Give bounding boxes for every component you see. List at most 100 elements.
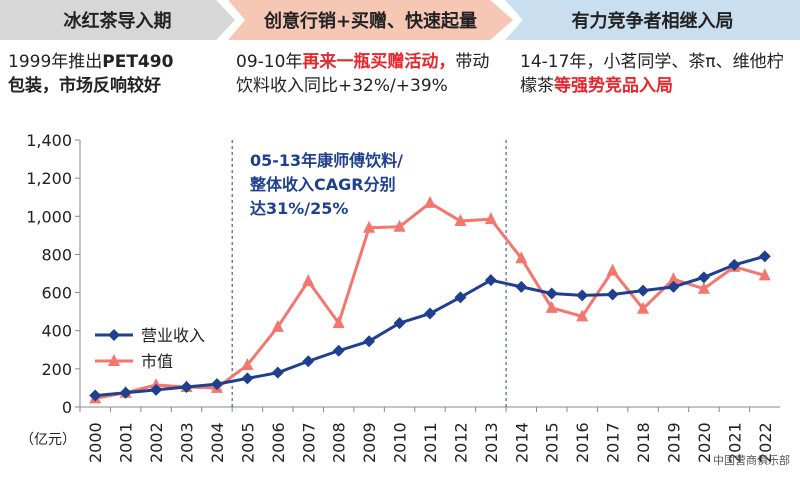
market-cap-point [667,272,680,285]
revenue-point [89,389,102,402]
annotation-line-1: 05-13年康师傅饮料/ [250,151,403,170]
unit-label: （亿元） [20,432,76,448]
revenue-point [119,386,132,399]
x-tick-label: 2015 [543,422,562,463]
market-cap-point [241,358,254,371]
phase-3-desc-b: 等强势竞品入局 [554,76,673,96]
market-cap-point [332,316,345,329]
y-tick-label: 1,400 [26,131,72,150]
phase-3-title: 有力竞争者相继入局 [571,11,734,32]
x-tick-label: 2018 [634,422,653,463]
revenue-point [332,344,345,357]
market-cap-point [302,274,315,287]
market-cap-point [363,220,376,233]
revenue-point [576,289,589,302]
phase-1-banner: 冰红茶导入期 [0,0,235,40]
legend-market-cap-label: 市值 [141,352,173,371]
revenue-point [271,366,284,379]
phase-1-description: 1999年推出PET490 包装，市场反响较好 [8,50,223,98]
phase-1-title: 冰红茶导入期 [63,11,172,32]
market-cap-line [94,201,766,400]
revenue-point [667,280,680,293]
phase-2-desc-a: 09-10年 [236,52,303,72]
phase-2-banner: 创意行销+买赠、快速起量 [228,0,513,40]
x-tick-label: 2022 [756,422,775,463]
market-cap-point [758,268,771,281]
phase-1-desc-b: PET490 [102,52,174,72]
chart-axes: 0 200 400 600 800 1,000 1,200 1,400 2000 2001 2002… [26,131,780,463]
market-cap-point [271,319,284,332]
x-tick-label: 2011 [421,422,440,463]
revenue-point [363,335,376,348]
x-tick-label: 2009 [360,422,379,463]
x-tick-label: 2019 [664,422,683,463]
market-cap-point [424,195,436,208]
market-cap-point [545,300,558,313]
revenue-point [210,378,223,391]
x-tick-label: 2021 [725,422,744,463]
legend-revenue-marker [108,329,120,341]
phase-3-description: 14-17年，小茗同学、茶π、维他柠檬茶等强势竞品入局 [520,50,795,98]
market-cap-point [393,219,406,232]
revenue-point [424,307,436,320]
phase-3-desc-a: 14-17年，小茗同学、茶π、维他柠檬茶 [520,52,784,96]
phase-2-title: 创意行销+买赠、快速起量 [263,11,478,32]
y-tick-label: 0 [62,398,72,417]
legend-revenue-label: 营业收入 [141,326,205,345]
revenue-point [758,250,771,263]
x-tick-label: 2004 [208,422,227,463]
x-tick-label: 2012 [451,422,470,463]
x-tick-label: 2005 [238,422,257,463]
chart-series [89,195,771,404]
revenue-point [454,291,467,304]
x-tick-label: 2008 [330,422,349,463]
phase-2-description: 09-10年再来一瓶买赠活动，带动饮料收入同比+32%/+39% [236,50,506,98]
x-tick-label: 2006 [269,422,288,463]
phase-2-desc-b: 再来一瓶买赠活动， [302,52,456,72]
revenue-point [393,317,406,330]
y-tick-label: 400 [41,322,72,341]
y-tick-label: 600 [41,284,72,303]
revenue-point [180,380,193,393]
market-cap-point [454,214,467,227]
revenue-point [150,383,163,396]
revenue-point [697,271,710,284]
revenue-point [302,355,315,368]
x-tick-label: 2014 [512,422,531,463]
revenue-point [484,274,497,287]
x-tick-label: 2020 [695,422,714,463]
market-cap-point [637,301,650,314]
market-cap-point [606,263,619,276]
watermark: 中国营商俱乐部 [713,454,790,467]
revenue-point [728,258,741,271]
phase-2-desc-c: 带动饮料收入同比+32%/+39% [236,52,490,96]
x-tick-label: 2003 [178,422,197,463]
market-cap-point [515,251,528,264]
market-cap-point [576,309,589,322]
x-tick-label: 2010 [391,422,410,463]
phase-1-desc-a: 1999年推出 [8,52,103,72]
annotation-line-3: 达31%/25% [250,199,348,218]
revenue-point [515,280,528,293]
x-tick-label: 2017 [604,422,623,463]
revenue-point [545,287,558,300]
x-tick-label: 2013 [482,422,501,463]
market-cap-point [697,281,710,294]
y-tick-label: 1,200 [26,169,72,188]
cagr-annotation: 05-13年康师傅饮料/ 整体收入CAGR分别 达31%/25% [249,151,403,218]
y-tick-label: 800 [41,245,72,264]
y-tick-label: 200 [41,360,72,379]
phase-3-banner: 有力竞争者相继入局 [505,0,800,40]
x-tick-label: 2016 [573,422,592,463]
phase-1-desc-c: 包装，市场反响较好 [8,76,161,96]
x-tick-label: 2001 [117,422,136,463]
market-cap-point [484,212,497,225]
y-tick-label: 1,000 [26,207,72,226]
revenue-point [606,288,619,301]
x-tick-label: 2002 [147,422,166,463]
x-tick-label: 2007 [299,422,318,463]
legend-market-cap-marker [108,354,120,366]
revenue-point [241,372,254,385]
